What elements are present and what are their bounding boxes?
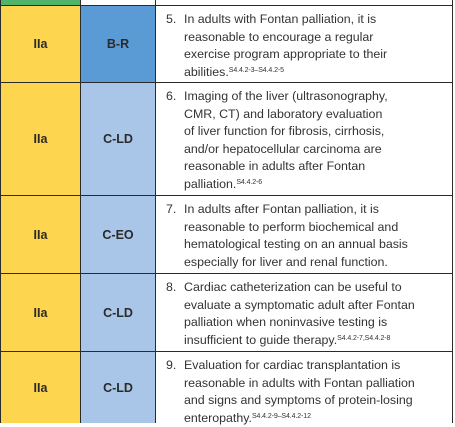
table-row: IIa C-LD 8. Cardiac catheterization can …	[1, 273, 453, 351]
previous-row-rec-cell	[156, 0, 453, 5]
recommendation-text: In adults with Fontan palliation, it is …	[184, 12, 388, 79]
recommendation-text: Cardiac catheterization can be useful to…	[184, 280, 415, 347]
table-row: IIa C-EO 7. In adults after Fontan palli…	[1, 195, 453, 273]
table-row: IIa C-LD 9. Evaluation for cardiac trans…	[1, 351, 453, 425]
loe-cell: B-R	[81, 6, 156, 82]
previous-row-cor-cell	[1, 0, 81, 5]
previous-row-loe-cell	[81, 0, 156, 5]
recommendation-cell: 6. Imaging of the liver (ultrasonography…	[156, 83, 453, 195]
recommendation-cell: 9. Evaluation for cardiac transplantatio…	[156, 352, 453, 425]
recommendation-number: 6.	[166, 89, 177, 103]
reference-superscript: S4.4.2-9–S4.4.2-12	[251, 412, 311, 420]
recommendation-text: Imaging of the liver (ultrasonography, C…	[184, 89, 388, 191]
recommendation-text: In adults after Fontan palliation, it is…	[184, 202, 408, 269]
reference-superscript: S4.4.2-6	[236, 178, 263, 186]
cor-cell: IIa	[1, 274, 81, 351]
recommendation-number: 9.	[166, 358, 177, 372]
cor-cell: IIa	[1, 196, 81, 273]
table-top-strip	[1, 0, 453, 5]
loe-cell: C-LD	[81, 274, 156, 351]
recommendation-number: 5.	[166, 12, 177, 26]
recommendation-number: 7.	[166, 202, 177, 216]
loe-cell: C-LD	[81, 83, 156, 195]
recommendation-cell: 5. In adults with Fontan palliation, it …	[156, 6, 453, 82]
table-row: IIa C-LD 6. Imaging of the liver (ultras…	[1, 82, 453, 195]
recommendation-cell: 7. In adults after Fontan palliation, it…	[156, 196, 453, 273]
loe-cell: C-EO	[81, 196, 156, 273]
table-row: IIa B-R 5. In adults with Fontan palliat…	[1, 5, 453, 82]
recommendation-cell: 8. Cardiac catheterization can be useful…	[156, 274, 453, 351]
recommendation-text: Evaluation for cardiac transplantation i…	[184, 358, 415, 425]
cor-cell: IIa	[1, 83, 81, 195]
reference-superscript: S4.4.2-7,S4.4.2-8	[337, 334, 391, 342]
cor-cell: IIa	[1, 352, 81, 423]
reference-superscript: S4.4.2-3–S4.4.2-5	[228, 66, 284, 74]
loe-cell: C-LD	[81, 352, 156, 423]
cor-cell: IIa	[1, 6, 81, 82]
recommendation-number: 8.	[166, 280, 177, 294]
